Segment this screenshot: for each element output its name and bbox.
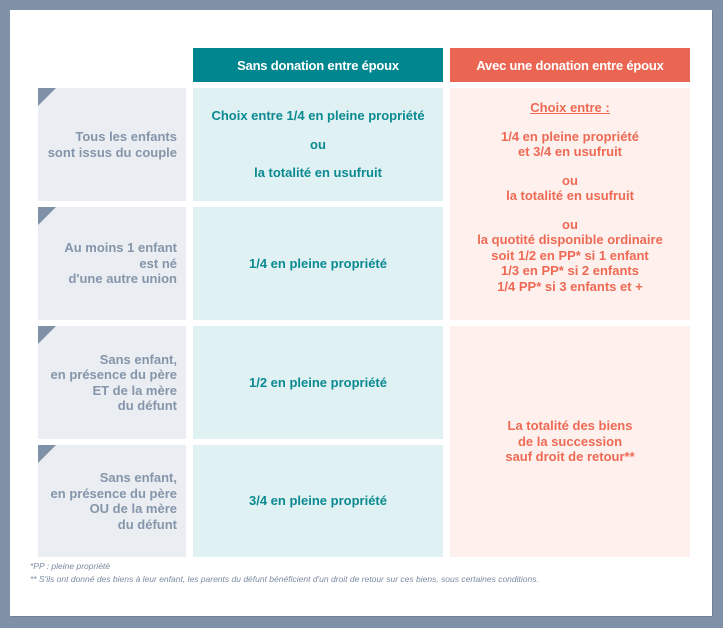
value-line: 1/4 en pleine propriété (501, 128, 639, 144)
label-line: Tous les enfants (75, 129, 177, 144)
value-line: Choix entre 1/4 en pleine propriété (211, 108, 425, 124)
label-line: d'une autre union (68, 271, 177, 287)
label-line: OU de la mère (89, 501, 177, 516)
value-line: 1/4 en pleine propriété (249, 255, 387, 271)
label-line: Au moins 1 enfant (64, 240, 177, 256)
value-line: la totalité en usufruit (254, 165, 382, 181)
value-line: la totalité en usufruit (506, 188, 634, 203)
value-line: de la succession (517, 433, 623, 449)
corner-triangle-icon (38, 326, 56, 344)
label-line: en présence du père (50, 367, 177, 382)
cell-sans-row-2: 1/4 en pleine propriété (193, 207, 443, 320)
value-line: la quotité disponible ordinaire (477, 232, 663, 247)
value-line: et 3/4 en usufruit (517, 144, 623, 159)
value-line: La totalité des biens (507, 418, 633, 434)
cell-avec-rows-1-2: Choix entre : 1/4 en pleine propriété et… (450, 88, 690, 320)
footnote-pp: *PP : pleine propriété (30, 561, 111, 571)
value-line: ou (562, 172, 578, 188)
table-panel: Sans donation entre époux Avec une donat… (10, 10, 712, 616)
value-line: soit 1/2 en PP* si 1 enfant (491, 247, 649, 263)
value-line: 1/4 PP* si 3 enfants et + (497, 278, 643, 294)
label-line: sont issus du couple (47, 144, 177, 160)
label-line: du défunt (117, 516, 177, 532)
value-line: sauf droit de retour** (505, 449, 635, 465)
label-line: Sans enfant, (99, 351, 177, 367)
header-sans-donation: Sans donation entre époux (193, 48, 443, 82)
value-line: 1/3 en PP* si 2 enfants (500, 263, 639, 278)
label-line: en présence du père (50, 485, 177, 501)
cell-sans-row-4: 3/4 en pleine propriété (193, 445, 443, 557)
cell-avec-rows-3-4: La totalité des biens de la succession s… (450, 326, 690, 557)
header-avec-donation: Avec une donation entre époux (450, 48, 690, 82)
row-label-pere-ou-mere: Sans enfant, en présence du père OU de l… (38, 445, 186, 557)
footnote-droit-retour: ** S'ils ont donné des biens à leur enfa… (30, 574, 539, 584)
cell-sans-row-3: 1/2 en pleine propriété (193, 326, 443, 439)
value-line: 3/4 en pleine propriété (249, 493, 387, 509)
cell-sans-row-1: Choix entre 1/4 en pleine propriété ou l… (193, 88, 443, 201)
label-line: ET de la mère (92, 382, 177, 398)
row-label-pere-et-mere: Sans enfant, en présence du père ET de l… (38, 326, 186, 439)
row-label-tous-enfants-couple: Tous les enfants sont issus du couple (38, 88, 186, 201)
value-line: ou (562, 216, 578, 232)
corner-triangle-icon (38, 88, 56, 106)
label-line: Sans enfant, (99, 470, 177, 485)
value-line: ou (310, 136, 326, 152)
corner-triangle-icon (38, 445, 56, 463)
corner-triangle-icon (38, 207, 56, 225)
label-line: du défunt (117, 398, 177, 413)
choix-title: Choix entre : (530, 100, 610, 115)
row-label-enfant-autre-union: Au moins 1 enfant est né d'une autre uni… (38, 207, 186, 320)
label-line: est né (139, 255, 177, 271)
value-line: 1/2 en pleine propriété (249, 374, 387, 390)
